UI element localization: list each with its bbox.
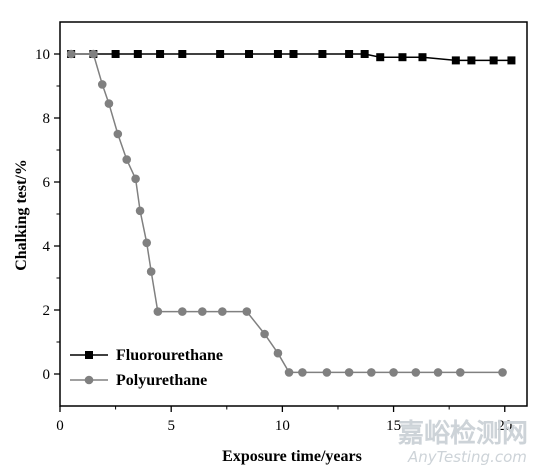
watermark-cn: 嘉峪检测网	[398, 418, 528, 449]
point-fluorourethane	[178, 50, 187, 58]
point-fluorourethane	[345, 50, 354, 58]
point-polyurethane	[218, 307, 227, 316]
point-polyurethane	[284, 368, 294, 377]
watermark-en: AnyTesting.com	[407, 448, 527, 466]
point-fluorourethane	[418, 53, 427, 62]
y-axis-title: Chalking test/%	[13, 159, 30, 271]
y-axis: 0 2 4 6 8 10	[35, 47, 60, 383]
y-tick-label: 6	[43, 175, 51, 191]
point-polyurethane	[97, 80, 107, 89]
point-polyurethane	[344, 368, 354, 377]
point-fluorourethane	[507, 56, 516, 65]
point-polyurethane	[433, 368, 443, 377]
point-fluorourethane	[376, 53, 385, 62]
point-fluorourethane	[360, 50, 369, 58]
point-polyurethane	[389, 368, 398, 377]
x-tick-label: 15	[386, 418, 401, 434]
point-polyurethane	[153, 307, 163, 316]
x-tick-label: 10	[275, 418, 290, 434]
series-line-polyurethane	[71, 53, 503, 374]
point-polyurethane	[498, 368, 507, 377]
y-tick-label: 0	[43, 367, 51, 383]
legend-label-polyurethane: Polyurethane	[116, 372, 207, 389]
point-polyurethane	[298, 368, 307, 377]
point-fluorourethane	[156, 50, 165, 58]
point-fluorourethane	[398, 53, 407, 62]
legend: Fluorourethane Polyurethane	[70, 347, 223, 389]
point-fluorourethane	[133, 50, 142, 58]
y-tick-label: 4	[43, 239, 51, 255]
point-polyurethane	[89, 49, 98, 59]
point-polyurethane	[367, 368, 376, 377]
point-polyurethane	[260, 329, 269, 339]
point-fluorourethane	[216, 50, 225, 58]
point-polyurethane	[242, 307, 252, 316]
point-polyurethane	[178, 307, 187, 316]
point-polyurethane	[411, 368, 421, 377]
y-tick-label: 8	[43, 111, 51, 127]
point-fluorourethane	[451, 56, 460, 65]
x-tick-label: 20	[497, 418, 512, 434]
legend-label-fluorourethane: Fluorourethane	[116, 347, 223, 364]
y-tick-label: 2	[43, 303, 51, 319]
x-axis-title: Exposure time/years	[222, 448, 362, 465]
point-fluorourethane	[289, 50, 298, 58]
legend-item-polyurethane: Polyurethane	[70, 372, 207, 389]
series-layer	[66, 49, 516, 377]
point-polyurethane	[198, 307, 207, 316]
point-polyurethane	[273, 348, 283, 358]
point-polyurethane	[322, 368, 332, 377]
point-fluorourethane	[273, 50, 282, 58]
legend-item-fluorourethane: Fluorourethane	[70, 347, 223, 364]
point-fluorourethane	[467, 56, 476, 65]
x-tick-label: 0	[56, 418, 64, 434]
point-polyurethane	[146, 267, 156, 276]
y-tick-label: 10	[35, 47, 50, 63]
point-polyurethane	[455, 368, 465, 377]
x-tick-label: 5	[167, 418, 175, 434]
point-polyurethane	[142, 238, 152, 248]
point-polyurethane	[104, 99, 114, 108]
point-fluorourethane	[111, 50, 120, 58]
point-polyurethane	[122, 155, 132, 164]
point-fluorourethane	[318, 50, 327, 58]
point-fluorourethane	[489, 56, 498, 65]
point-fluorourethane	[245, 50, 254, 58]
point-polyurethane	[113, 129, 123, 139]
x-axis: 0 5 10 15 20	[56, 406, 512, 434]
point-polyurethane	[135, 206, 145, 216]
point-polyurethane	[66, 49, 76, 59]
watermark: 嘉峪检测网 AnyTesting.com	[398, 418, 528, 466]
point-polyurethane	[131, 174, 140, 184]
